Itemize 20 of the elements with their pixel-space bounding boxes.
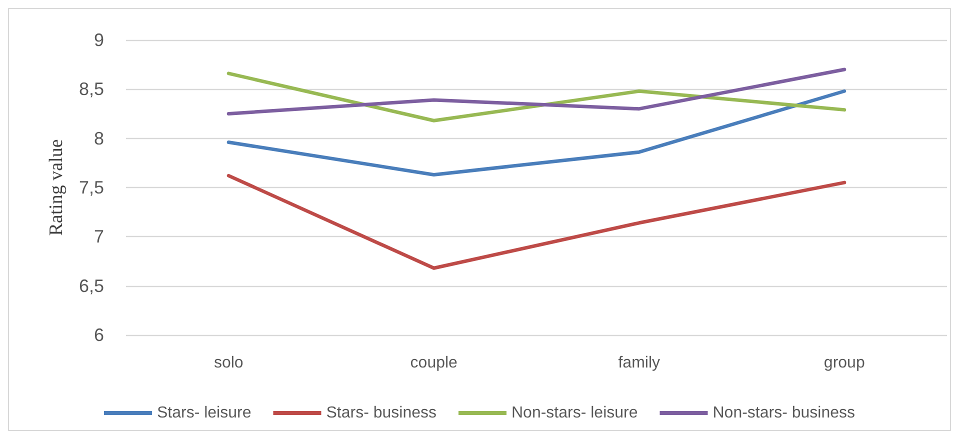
y-tick-label: 9 xyxy=(94,30,104,50)
line-series xyxy=(226,174,846,270)
y-tick-label: 8 xyxy=(94,128,104,148)
y-tick-label: 6,5 xyxy=(78,276,104,296)
line-series xyxy=(226,68,846,116)
x-tick-label: solo xyxy=(214,354,244,372)
x-tick-label: couple xyxy=(410,354,458,372)
line-series xyxy=(226,72,846,122)
y-tick-label: 7 xyxy=(94,226,104,247)
y-tick-label: 7,5 xyxy=(78,178,104,198)
legend-label: Stars- business xyxy=(326,404,436,422)
x-tick-label: group xyxy=(824,354,865,372)
legend-label: Non-stars- leisure xyxy=(511,404,638,422)
y-tick-label: 8,5 xyxy=(78,79,104,100)
y-axis-title: Rating value xyxy=(46,139,67,236)
legend-label: Non-stars- business xyxy=(712,404,856,422)
legend-label: Stars- leisure xyxy=(156,404,252,422)
y-tick-label: 6 xyxy=(94,325,104,345)
x-tick-label: family xyxy=(618,354,660,372)
line-series xyxy=(226,89,846,176)
